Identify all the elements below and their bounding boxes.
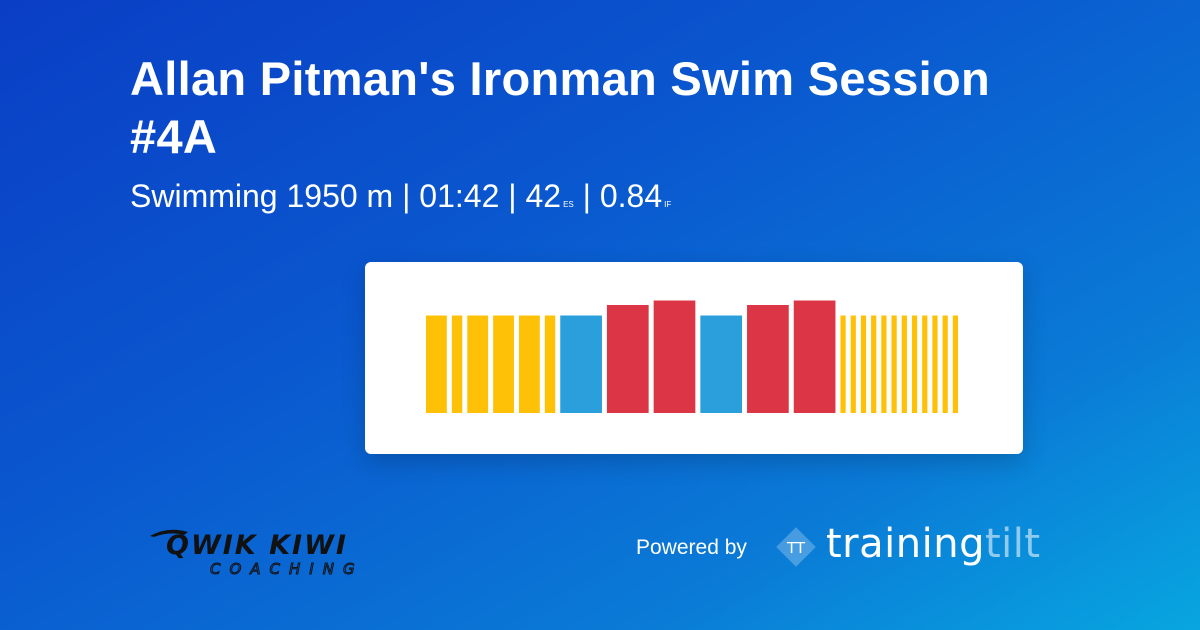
separator: |	[402, 178, 411, 214]
brand-left-subtext: COACHING	[210, 560, 364, 578]
trainingtilt-badge-icon: TT	[773, 524, 819, 575]
interval-bar-10	[700, 315, 743, 413]
interval-bar-4	[493, 315, 514, 413]
interval-bar-11	[747, 305, 789, 413]
trainingtilt-wordmark: trainingtilt	[826, 521, 1041, 567]
interval-bar-2	[451, 315, 463, 413]
interval-bar-7	[560, 315, 602, 413]
if-value: 0.84	[599, 178, 663, 214]
interval-bar-15	[860, 315, 867, 413]
interval-bar-22	[932, 315, 938, 413]
if-unit: IF	[664, 200, 672, 209]
powered-by-text: Powered by	[636, 536, 747, 559]
interval-bar-8	[606, 305, 649, 413]
interval-bar-21	[922, 315, 928, 413]
separator: |	[508, 178, 517, 214]
brand-left-text: QWIK KIWI	[166, 530, 348, 561]
interval-bar-17	[881, 315, 887, 413]
interval-bar-18	[891, 315, 897, 413]
interval-bar-3	[467, 315, 489, 413]
separator: |	[582, 178, 591, 214]
page-title: Allan Pitman's Ironman Swim Session #4A	[130, 52, 991, 163]
duration: 01:42	[419, 178, 500, 214]
wordmark-faded: tilt	[984, 521, 1041, 567]
badge-text: TT	[786, 539, 806, 557]
interval-bar-13	[840, 315, 846, 413]
sport-distance: Swimming 1950 m	[130, 178, 394, 214]
interval-bar-1	[426, 315, 447, 413]
qwik-kiwi-logo: QWIK KIWI COACHING	[148, 522, 468, 583]
workout-chart	[426, 300, 958, 413]
workout-summary: Swimming 1950 m | 01:42 | 42 ES | 0.84 IF	[130, 176, 671, 225]
interval-bar-20	[911, 315, 918, 413]
interval-bar-19	[901, 315, 907, 413]
es-unit: ES	[563, 200, 574, 209]
interval-bar-16	[871, 315, 877, 413]
interval-bar-6	[544, 315, 556, 413]
interval-bar-23	[942, 315, 948, 413]
workout-chart-card	[365, 262, 1023, 454]
es-value: 42	[525, 178, 562, 214]
wordmark-main: training	[826, 521, 985, 567]
interval-bar-5	[518, 315, 540, 413]
interval-bar-9	[653, 300, 696, 413]
interval-bar-12	[793, 300, 836, 413]
interval-bar-24	[952, 315, 958, 413]
interval-bar-14	[850, 315, 856, 413]
